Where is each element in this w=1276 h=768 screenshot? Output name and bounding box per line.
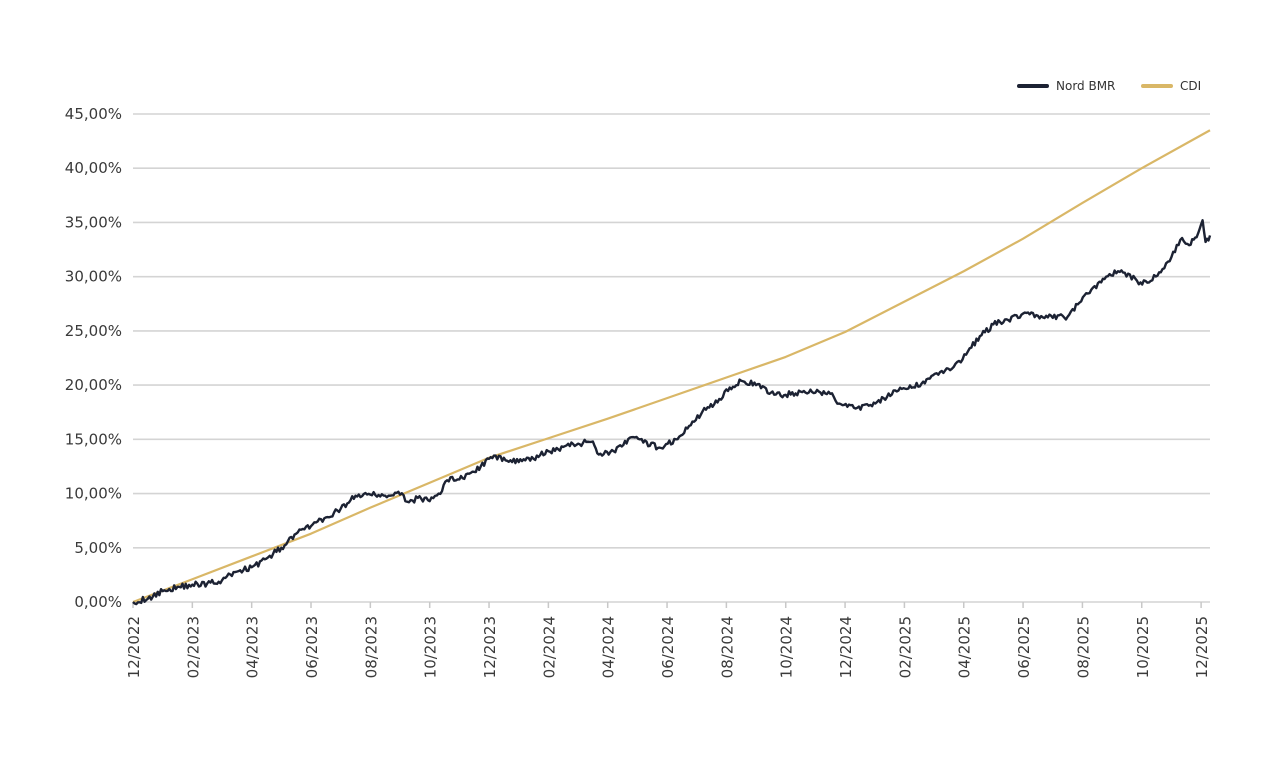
gridlines bbox=[133, 113, 1210, 603]
y-tick-label: 5,00% bbox=[74, 539, 122, 557]
x-tick-label: 06/2023 bbox=[303, 616, 321, 678]
y-tick-label: 15,00% bbox=[65, 430, 122, 448]
series-line-cdi bbox=[132, 129, 1211, 604]
legend-label: CDI bbox=[1180, 79, 1201, 93]
series-line-nord-bmr bbox=[132, 219, 1212, 606]
y-tick-label: 35,00% bbox=[65, 213, 122, 231]
x-tick-label: 04/2024 bbox=[600, 616, 618, 678]
x-tick-label: 02/2023 bbox=[184, 616, 202, 678]
x-tick-label: 12/2025 bbox=[1193, 616, 1211, 678]
legend-label: Nord BMR bbox=[1056, 79, 1115, 93]
series-layer bbox=[132, 129, 1212, 606]
x-tick-label: 10/2024 bbox=[778, 616, 796, 678]
x-tick-label: 04/2025 bbox=[956, 616, 974, 678]
x-tick-label: 12/2022 bbox=[125, 616, 143, 678]
x-tick-label: 06/2025 bbox=[1015, 616, 1033, 678]
x-tick-label: 12/2023 bbox=[481, 616, 499, 678]
x-tick-label: 02/2024 bbox=[540, 616, 558, 678]
y-tick-label: 0,00% bbox=[74, 593, 122, 611]
x-tick-label: 12/2024 bbox=[837, 616, 855, 678]
x-tick-label: 06/2024 bbox=[659, 616, 677, 678]
y-axis: 0,00% 5,00% 10,00% 15,00% 20,00% 25,00% 30,00%… bbox=[65, 105, 122, 611]
y-tick-label: 30,00% bbox=[65, 268, 122, 286]
y-tick-label: 25,00% bbox=[65, 322, 122, 340]
x-tick-label: 04/2023 bbox=[244, 616, 262, 678]
y-tick-label: 20,00% bbox=[65, 376, 122, 394]
y-tick-label: 40,00% bbox=[65, 159, 122, 177]
x-axis: 12/2022 02/2023 04/2023 06/2023 08/2023 10/20… bbox=[125, 602, 1211, 678]
x-tick-label: 08/2025 bbox=[1074, 616, 1092, 678]
x-tick-label: 08/2023 bbox=[362, 616, 380, 678]
x-tick-label: 10/2025 bbox=[1134, 616, 1152, 678]
y-tick-label: 10,00% bbox=[65, 485, 122, 503]
x-tick-label: 10/2023 bbox=[422, 616, 440, 678]
x-tick-label: 08/2024 bbox=[718, 616, 736, 678]
x-tick-label: 02/2025 bbox=[896, 616, 914, 678]
y-tick-label: 45,00% bbox=[65, 105, 122, 123]
legend: Nord BMR CDI bbox=[1017, 79, 1201, 93]
